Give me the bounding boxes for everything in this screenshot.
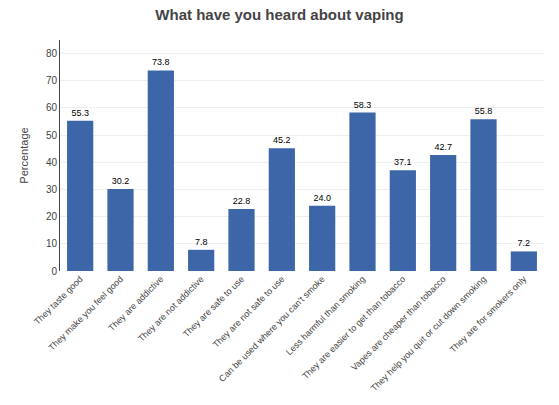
svg-text:They are for smokers only: They are for smokers only (448, 274, 529, 355)
svg-text:They are addictive: They are addictive (106, 274, 165, 333)
svg-text:0: 0 (51, 266, 57, 277)
svg-text:Percentage: Percentage (18, 127, 30, 183)
svg-text:58.3: 58.3 (354, 100, 372, 110)
svg-text:20: 20 (46, 211, 58, 222)
svg-text:They are not safe to use: They are not safe to use (211, 274, 287, 350)
svg-text:Less harmful than smoking: Less harmful than smoking (284, 274, 367, 357)
svg-text:They help you quit or cut down: They help you quit or cut down smoking (369, 274, 488, 393)
svg-text:They are safe to use: They are safe to use (181, 274, 246, 339)
svg-text:50: 50 (46, 130, 58, 141)
svg-text:45.2: 45.2 (273, 135, 291, 145)
svg-text:10: 10 (46, 238, 58, 249)
svg-text:They make you feel good: They make you feel good (47, 274, 126, 353)
svg-text:What have you heard about vapi: What have you heard about vaping (155, 6, 403, 23)
svg-text:40: 40 (46, 157, 58, 168)
svg-text:42.7: 42.7 (434, 142, 452, 152)
svg-text:Can be used where you can't sm: Can be used where you can't smoke (217, 274, 327, 384)
svg-text:They are easier to get than to: They are easier to get than tobacco (300, 274, 407, 381)
svg-text:30: 30 (46, 184, 58, 195)
svg-text:37.1: 37.1 (394, 157, 412, 167)
svg-text:They are not addictive: They are not addictive (136, 274, 206, 344)
svg-text:7.8: 7.8 (195, 237, 208, 247)
svg-text:Vapes are cheaper than tobacco: Vapes are cheaper than tobacco (349, 274, 448, 373)
svg-text:24.0: 24.0 (313, 193, 331, 203)
svg-text:70: 70 (46, 75, 58, 86)
svg-text:80: 80 (46, 48, 58, 59)
svg-text:73.8: 73.8 (152, 57, 170, 67)
svg-text:22.8: 22.8 (233, 196, 251, 206)
svg-text:7.2: 7.2 (518, 238, 531, 248)
svg-text:They taste good: They taste good (32, 274, 85, 327)
svg-text:55.3: 55.3 (71, 108, 89, 118)
svg-text:60: 60 (46, 102, 58, 113)
svg-text:30.2: 30.2 (112, 176, 130, 186)
svg-text:55.8: 55.8 (475, 106, 493, 116)
